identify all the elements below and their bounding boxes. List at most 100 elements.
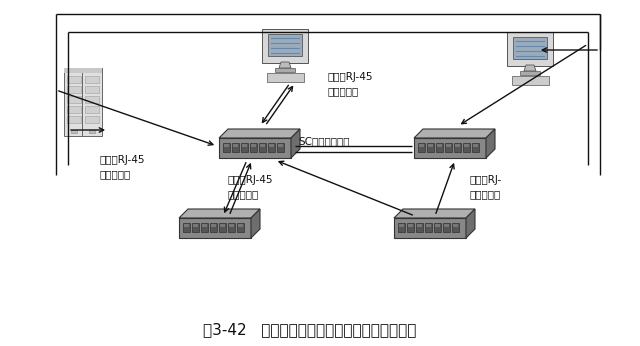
FancyBboxPatch shape bbox=[394, 218, 466, 238]
Polygon shape bbox=[466, 209, 475, 238]
Bar bbox=[184, 224, 189, 227]
Bar bbox=[242, 144, 247, 147]
Bar bbox=[455, 144, 460, 147]
Bar bbox=[228, 223, 235, 232]
Bar bbox=[446, 144, 451, 147]
Bar bbox=[232, 143, 239, 152]
Bar bbox=[260, 144, 265, 147]
Bar bbox=[269, 144, 274, 147]
Polygon shape bbox=[219, 129, 300, 138]
Bar bbox=[237, 223, 244, 232]
Text: 双绞线RJ-45
千兆位端口: 双绞线RJ-45 千兆位端口 bbox=[328, 72, 374, 96]
Bar bbox=[464, 144, 469, 147]
Polygon shape bbox=[394, 209, 475, 218]
Bar bbox=[437, 144, 442, 147]
Polygon shape bbox=[524, 65, 536, 71]
Bar bbox=[425, 223, 432, 232]
Bar bbox=[89, 130, 95, 133]
Bar bbox=[407, 223, 414, 232]
Bar bbox=[259, 143, 266, 152]
Bar bbox=[419, 144, 424, 147]
Polygon shape bbox=[279, 62, 291, 68]
Text: 双绞线RJ-45
千兆位端口: 双绞线RJ-45 千兆位端口 bbox=[100, 155, 145, 179]
Bar bbox=[453, 224, 458, 227]
FancyBboxPatch shape bbox=[219, 138, 291, 158]
Bar bbox=[444, 224, 449, 227]
Bar bbox=[67, 76, 81, 83]
Text: 双绞线RJ-45
千兆位端口: 双绞线RJ-45 千兆位端口 bbox=[228, 175, 273, 199]
Bar bbox=[443, 223, 450, 232]
Bar bbox=[399, 224, 404, 227]
Bar bbox=[201, 223, 208, 232]
FancyBboxPatch shape bbox=[262, 29, 308, 63]
Bar bbox=[233, 144, 238, 147]
Bar bbox=[219, 223, 226, 232]
Text: 图3-42   核心交换机与骨干交换机间的冗余级联: 图3-42 核心交换机与骨干交换机间的冗余级联 bbox=[204, 322, 417, 337]
Bar bbox=[435, 224, 440, 227]
Bar bbox=[64, 68, 84, 73]
Polygon shape bbox=[414, 129, 495, 138]
Bar bbox=[85, 76, 99, 83]
Polygon shape bbox=[251, 209, 260, 238]
Bar bbox=[67, 106, 81, 113]
Polygon shape bbox=[486, 129, 495, 158]
Bar bbox=[434, 223, 441, 232]
Bar bbox=[513, 37, 547, 59]
Bar bbox=[223, 143, 230, 152]
Bar bbox=[229, 224, 234, 227]
Polygon shape bbox=[291, 129, 300, 158]
Bar bbox=[428, 144, 433, 147]
Bar bbox=[398, 223, 405, 232]
Text: SC光纤端口连接: SC光纤端口连接 bbox=[298, 136, 349, 146]
Bar bbox=[427, 143, 434, 152]
Bar bbox=[71, 130, 77, 133]
Bar bbox=[278, 144, 283, 147]
Bar bbox=[418, 143, 425, 152]
Bar bbox=[268, 143, 275, 152]
Bar bbox=[416, 223, 423, 232]
Bar bbox=[220, 224, 225, 227]
Bar bbox=[224, 144, 229, 147]
Bar bbox=[277, 143, 284, 152]
Bar bbox=[426, 224, 431, 227]
Text: 双绞线RJ-
千兆位端口: 双绞线RJ- 千兆位端口 bbox=[470, 175, 502, 199]
FancyBboxPatch shape bbox=[82, 68, 102, 136]
Bar bbox=[241, 143, 248, 152]
FancyBboxPatch shape bbox=[414, 138, 486, 158]
Bar bbox=[202, 224, 207, 227]
Bar bbox=[183, 223, 190, 232]
Bar bbox=[472, 143, 479, 152]
Bar bbox=[250, 143, 257, 152]
Bar bbox=[473, 144, 478, 147]
Bar bbox=[417, 224, 422, 227]
Bar bbox=[85, 96, 99, 103]
Bar bbox=[67, 116, 81, 123]
Polygon shape bbox=[179, 209, 260, 218]
Bar bbox=[193, 224, 198, 227]
Bar bbox=[85, 86, 99, 93]
FancyBboxPatch shape bbox=[266, 73, 303, 82]
Bar bbox=[82, 68, 102, 73]
FancyBboxPatch shape bbox=[511, 75, 548, 84]
Bar bbox=[85, 106, 99, 113]
Bar bbox=[67, 86, 81, 93]
FancyBboxPatch shape bbox=[179, 218, 251, 238]
Bar bbox=[67, 96, 81, 103]
Bar bbox=[211, 224, 216, 227]
Bar bbox=[192, 223, 199, 232]
Bar bbox=[85, 116, 99, 123]
Bar bbox=[445, 143, 452, 152]
Bar bbox=[275, 68, 295, 72]
Bar bbox=[463, 143, 470, 152]
Bar bbox=[520, 71, 540, 75]
FancyBboxPatch shape bbox=[64, 68, 84, 136]
Bar bbox=[436, 143, 443, 152]
Bar bbox=[454, 143, 461, 152]
Bar bbox=[251, 144, 256, 147]
Bar bbox=[210, 223, 217, 232]
FancyBboxPatch shape bbox=[507, 32, 553, 66]
Bar bbox=[238, 224, 243, 227]
Bar bbox=[408, 224, 413, 227]
Bar bbox=[452, 223, 459, 232]
Bar bbox=[268, 34, 302, 56]
